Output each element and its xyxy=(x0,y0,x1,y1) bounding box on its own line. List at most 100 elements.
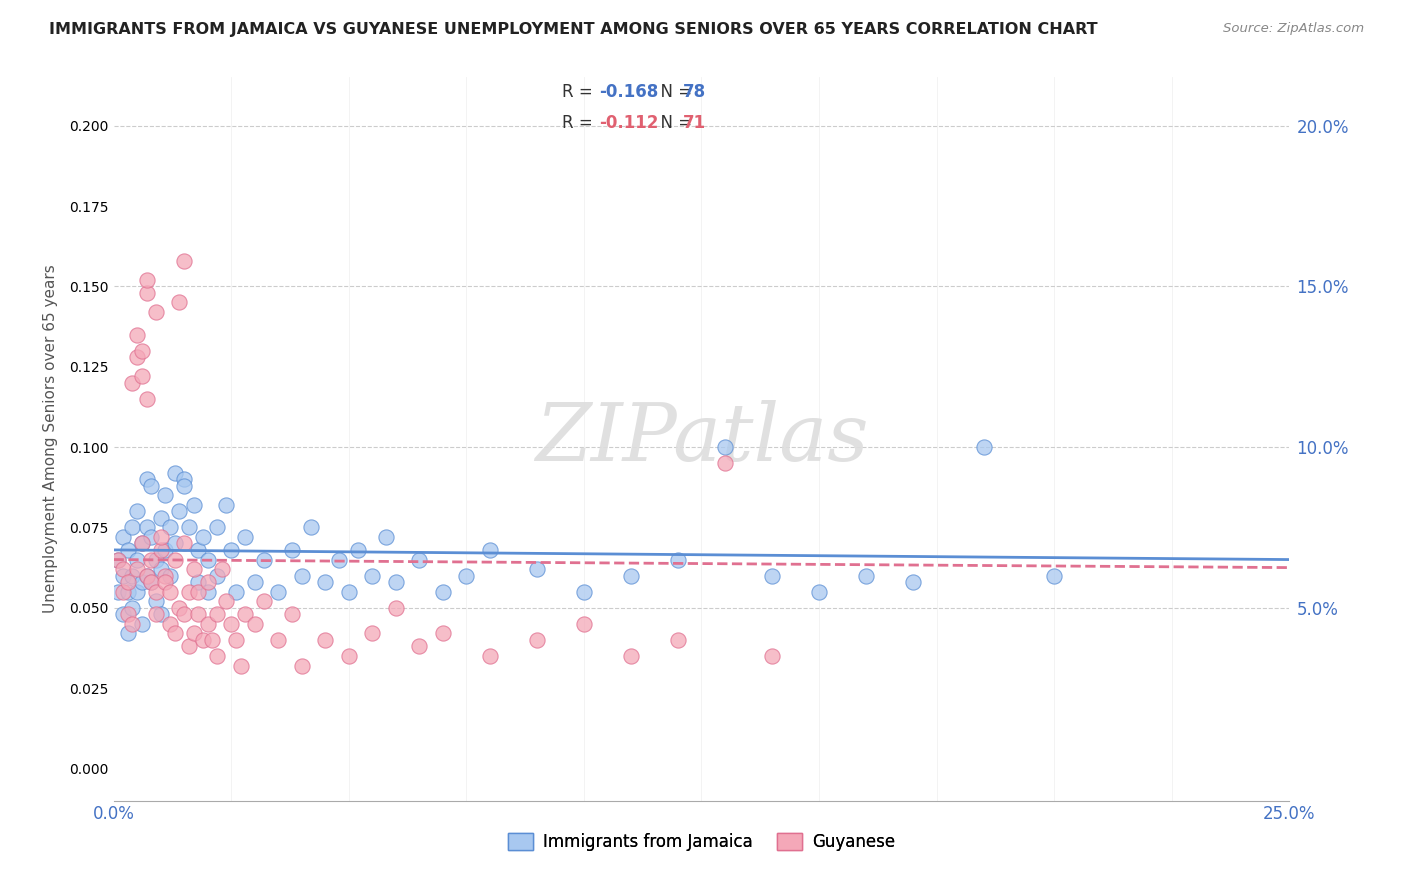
Point xyxy=(855,568,877,582)
Point xyxy=(337,648,360,663)
Point xyxy=(666,632,689,647)
Point xyxy=(281,607,304,622)
Point xyxy=(121,568,143,582)
Point xyxy=(149,510,172,524)
Point xyxy=(163,626,186,640)
Point xyxy=(107,552,129,566)
Point xyxy=(141,575,163,590)
Point xyxy=(131,575,153,590)
Point xyxy=(197,616,219,631)
Point xyxy=(127,562,149,576)
Point xyxy=(169,504,191,518)
Point xyxy=(141,575,163,590)
Point xyxy=(328,552,350,566)
Point xyxy=(121,520,143,534)
Point xyxy=(291,658,314,673)
Point xyxy=(145,305,167,319)
Point xyxy=(111,530,134,544)
Point xyxy=(225,632,247,647)
Point xyxy=(111,584,134,599)
Point xyxy=(173,536,195,550)
Point xyxy=(187,607,209,622)
Text: 78: 78 xyxy=(682,83,706,101)
Point xyxy=(149,562,172,576)
Point xyxy=(135,568,157,582)
Point xyxy=(121,616,143,631)
Point xyxy=(121,600,143,615)
Point xyxy=(205,520,228,534)
Point xyxy=(761,568,783,582)
Point xyxy=(183,562,205,576)
Point xyxy=(526,562,548,576)
Point xyxy=(361,626,384,640)
Point xyxy=(432,626,454,640)
Point xyxy=(127,350,149,364)
Text: N =: N = xyxy=(650,83,697,101)
Point xyxy=(127,584,149,599)
Point xyxy=(135,285,157,300)
Point xyxy=(117,607,139,622)
Point xyxy=(127,504,149,518)
Point xyxy=(145,584,167,599)
Point xyxy=(111,568,134,582)
Point xyxy=(375,530,398,544)
Point xyxy=(205,648,228,663)
Point xyxy=(183,626,205,640)
Text: -0.168: -0.168 xyxy=(599,83,658,101)
Point xyxy=(117,575,139,590)
Point xyxy=(572,616,595,631)
Point xyxy=(233,530,256,544)
Point xyxy=(215,594,238,608)
Point xyxy=(131,616,153,631)
Point xyxy=(135,392,157,406)
Point xyxy=(145,552,167,566)
Point xyxy=(159,520,181,534)
Point xyxy=(135,472,157,486)
Point xyxy=(337,584,360,599)
Point xyxy=(211,562,233,576)
Point xyxy=(347,542,370,557)
Text: Source: ZipAtlas.com: Source: ZipAtlas.com xyxy=(1223,22,1364,36)
Point xyxy=(384,575,406,590)
Point xyxy=(141,478,163,492)
Point xyxy=(267,584,290,599)
Point xyxy=(131,536,153,550)
Point xyxy=(117,584,139,599)
Point xyxy=(299,520,322,534)
Point xyxy=(197,575,219,590)
Point xyxy=(127,327,149,342)
Text: ZIPatlas: ZIPatlas xyxy=(534,401,869,478)
Point xyxy=(131,343,153,358)
Point xyxy=(205,568,228,582)
Point xyxy=(620,568,643,582)
Point xyxy=(384,600,406,615)
Legend: Immigrants from Jamaica, Guyanese: Immigrants from Jamaica, Guyanese xyxy=(501,826,903,857)
Point xyxy=(205,607,228,622)
Point xyxy=(432,584,454,599)
Point xyxy=(808,584,831,599)
Point xyxy=(219,616,242,631)
Point xyxy=(163,466,186,480)
Point xyxy=(173,253,195,268)
Point xyxy=(267,632,290,647)
Point xyxy=(163,552,186,566)
Point xyxy=(177,584,200,599)
Point xyxy=(253,552,276,566)
Point xyxy=(526,632,548,647)
Point xyxy=(121,376,143,390)
Point xyxy=(155,488,177,502)
Point xyxy=(159,568,181,582)
Point xyxy=(149,530,172,544)
Point xyxy=(135,568,157,582)
Point xyxy=(145,594,167,608)
Point xyxy=(225,584,247,599)
Point xyxy=(135,273,157,287)
Point xyxy=(229,658,252,673)
Text: 71: 71 xyxy=(682,114,706,132)
Point xyxy=(117,626,139,640)
Point xyxy=(135,520,157,534)
Point xyxy=(361,568,384,582)
Point xyxy=(233,607,256,622)
Point xyxy=(408,552,430,566)
Point xyxy=(141,552,163,566)
